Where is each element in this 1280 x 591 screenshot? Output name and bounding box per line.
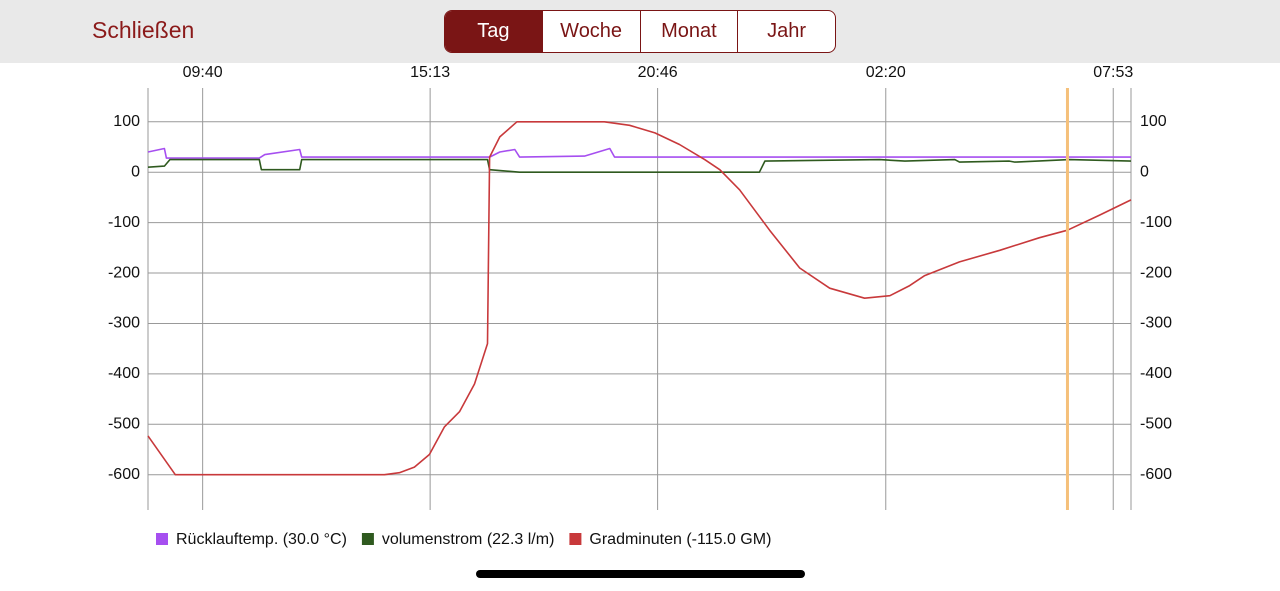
y2-tick-label: -100 <box>1140 214 1172 231</box>
series-line <box>147 121 1132 476</box>
close-button[interactable]: Schließen <box>92 17 195 43</box>
legend-swatch <box>156 533 168 545</box>
y-tick-label: -200 <box>108 264 140 281</box>
y2-tick-label: 100 <box>1140 113 1167 130</box>
legend-label: Rücklauftemp. (30.0 °C) <box>176 531 347 548</box>
x-tick-label: 02:20 <box>866 64 906 81</box>
series-line <box>147 147 1131 159</box>
x-tick-label: 09:40 <box>183 64 223 81</box>
segmented-control: Tag Woche Monat Jahr <box>444 10 836 53</box>
y-tick-label: -400 <box>108 365 140 382</box>
top-bar: Schließen Tag Woche Monat Jahr <box>0 0 1280 63</box>
x-tick-label: 15:13 <box>410 64 450 81</box>
y-tick-label: -300 <box>108 315 140 332</box>
x-tick-label: 07:53 <box>1093 64 1133 81</box>
y-tick-label: 0 <box>131 163 140 180</box>
legend-swatch <box>361 533 374 545</box>
tab[interactable]: Woche <box>541 11 640 52</box>
y2-tick-label: -200 <box>1140 264 1172 281</box>
y2-tick-label: -300 <box>1140 315 1172 332</box>
legend-label: volumenstrom (22.3 l/m) <box>382 531 555 548</box>
home-indicator <box>476 570 805 578</box>
y-tick-label: -100 <box>108 214 140 231</box>
legend-label: Gradminuten (-115.0 GM) <box>589 531 771 548</box>
tab[interactable]: Tag <box>445 11 542 52</box>
y2-tick-label: -600 <box>1140 466 1172 483</box>
tab[interactable]: Monat <box>639 11 738 52</box>
y-tick-label: 100 <box>113 113 140 130</box>
chart: 100 100 0 0 -100 -100 -200 -200 -300 -300 -400 -400… <box>108 64 1172 548</box>
x-tick-label: 20:46 <box>638 64 678 81</box>
y2-tick-label: 0 <box>1140 163 1149 180</box>
series-line <box>147 158 1132 173</box>
y-tick-label: -600 <box>108 466 140 483</box>
y2-tick-label: -400 <box>1140 365 1172 382</box>
legend-swatch <box>569 533 582 545</box>
tab[interactable]: Jahr <box>737 11 835 52</box>
y-tick-label: -500 <box>108 416 140 433</box>
y2-tick-label: -500 <box>1140 416 1172 433</box>
